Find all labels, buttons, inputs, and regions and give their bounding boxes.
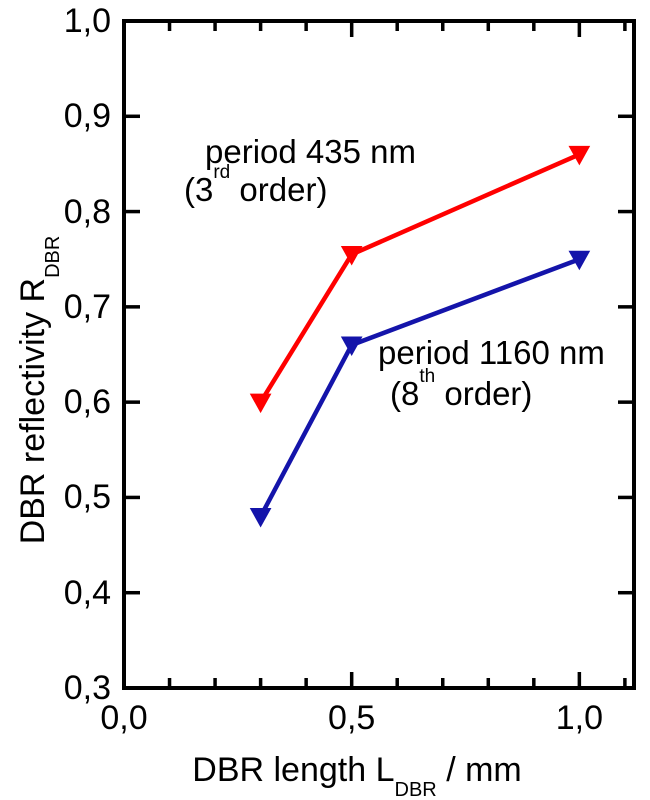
annotation-blue-series-line2-post: order) bbox=[435, 375, 533, 412]
annotation-blue-series-line1: period 1160 nm bbox=[378, 334, 605, 371]
series-marker-0 bbox=[249, 393, 272, 414]
annotation-blue-series-line2: (8th order) bbox=[390, 367, 533, 412]
x-axis-title-units: / mm bbox=[436, 751, 522, 789]
y-tick-label: 0,6 bbox=[63, 383, 111, 422]
x-axis-title-subscript: DBR bbox=[394, 778, 437, 800]
series-marker-0 bbox=[340, 245, 363, 266]
y-axis-title-subscript: DBR bbox=[41, 235, 64, 278]
x-tick-label: 1,0 bbox=[555, 699, 603, 737]
y-tick-label: 1,0 bbox=[63, 2, 111, 40]
series-marker-1 bbox=[249, 507, 272, 528]
series-marker-0 bbox=[568, 145, 591, 166]
y-tick-label: 0,8 bbox=[63, 192, 111, 231]
annotation-red-series-ordinal: rd bbox=[213, 162, 231, 183]
y-tick-label: 0,4 bbox=[63, 573, 111, 612]
y-tick-label: 0,3 bbox=[63, 669, 111, 707]
x-tick-label: 0,5 bbox=[328, 699, 376, 737]
annotation-red-series-line2-post: order) bbox=[230, 171, 328, 208]
series-marker-1 bbox=[340, 336, 363, 357]
annotation-red-series-line2: (3rd order) bbox=[184, 163, 328, 208]
annotation-red-series-line1: period 435 nm bbox=[205, 133, 416, 170]
y-axis-title: DBR reflectivity RDBR bbox=[14, 236, 64, 545]
y-tick-label: 0,9 bbox=[63, 97, 111, 136]
annotation-red-series-line2-pre: (3 bbox=[184, 171, 214, 208]
plot-frame bbox=[122, 19, 636, 690]
series-marker-1 bbox=[568, 250, 591, 271]
x-axis-title: DBR length LDBR / mm bbox=[192, 751, 522, 800]
y-tick-label: 0,5 bbox=[63, 478, 111, 517]
annotation-blue-series-line2-pre: (8 bbox=[390, 375, 420, 412]
annotation-blue-series-ordinal: th bbox=[419, 366, 436, 387]
x-tick-label: 0,0 bbox=[100, 699, 148, 737]
y-axis-title-text: DBR reflectivity R bbox=[14, 277, 52, 545]
y-tick-label: 0,7 bbox=[63, 287, 111, 326]
x-axis-title-text: DBR length L bbox=[192, 751, 395, 789]
